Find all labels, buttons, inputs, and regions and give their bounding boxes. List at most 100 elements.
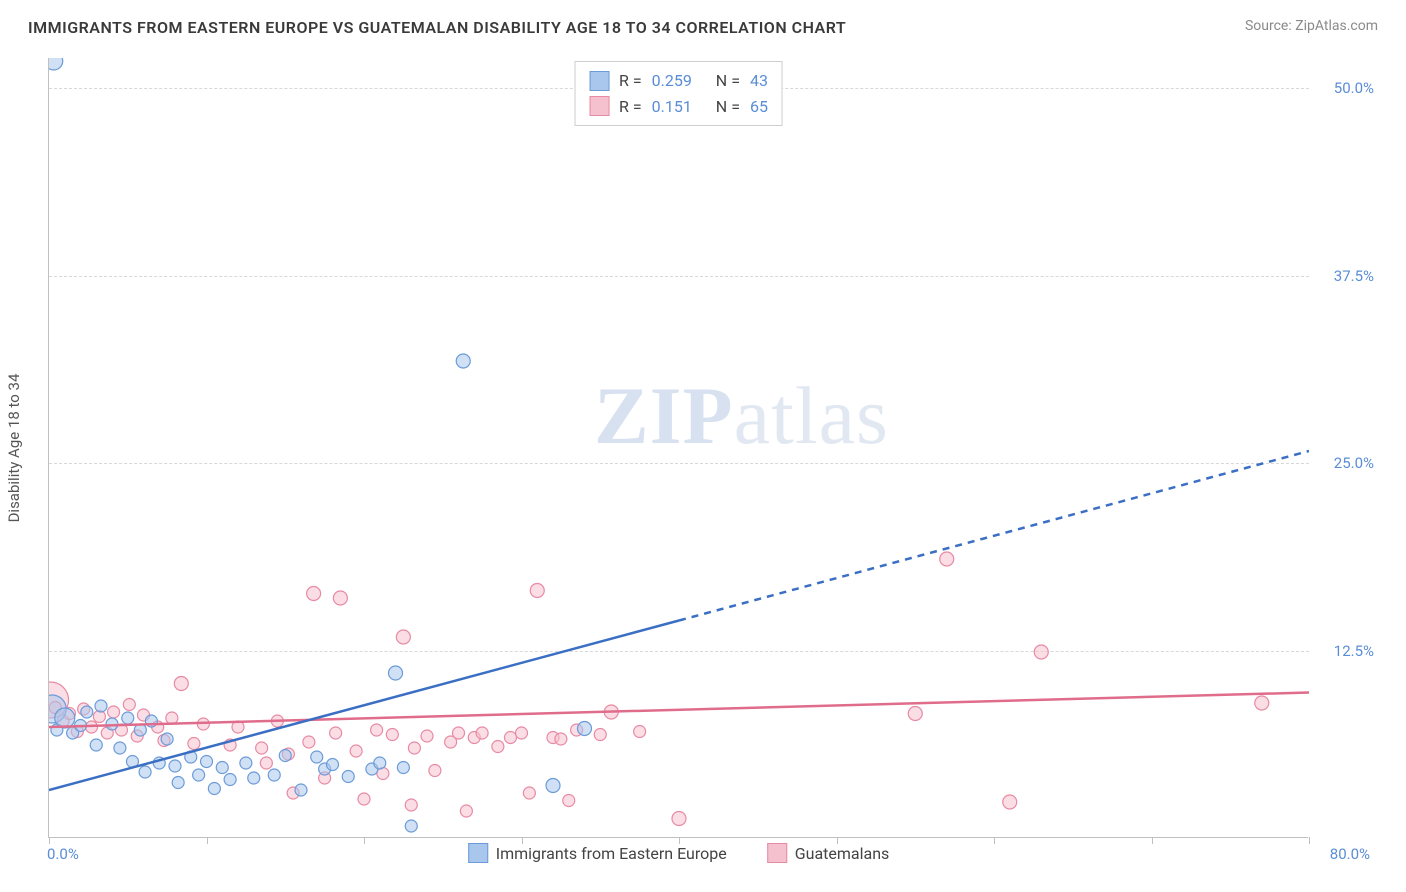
scatter-point	[504, 732, 516, 744]
scatter-point	[260, 757, 272, 769]
x-tick-mark	[1152, 837, 1153, 844]
scatter-point	[546, 779, 560, 793]
scatter-point	[49, 58, 63, 70]
scatter-point	[374, 757, 386, 769]
scatter-point	[530, 584, 544, 598]
scatter-point	[307, 587, 321, 601]
scatter-point	[476, 727, 488, 739]
scatter-point	[396, 630, 410, 644]
scatter-point	[594, 729, 606, 741]
scatter-point	[161, 733, 173, 745]
scatter-point	[523, 787, 535, 799]
r-value-b: 0.151	[652, 94, 692, 120]
legend-row-a: R = 0.259 N = 43	[589, 68, 768, 94]
scatter-point	[342, 771, 354, 783]
scatter-point	[295, 784, 307, 796]
scatter-point	[256, 742, 268, 754]
swatch-series-b	[767, 843, 787, 863]
correlation-legend: R = 0.259 N = 43 R = 0.151 N = 65	[574, 61, 783, 126]
scatter-point	[108, 706, 120, 718]
scatter-point	[193, 769, 205, 781]
series-a-label: Immigrants from Eastern Europe	[496, 844, 727, 863]
n-value-b: 65	[750, 94, 768, 120]
scatter-point	[1034, 645, 1048, 659]
scatter-point	[208, 783, 220, 795]
scatter-point	[405, 820, 417, 832]
scatter-point	[122, 712, 134, 724]
scatter-point	[330, 727, 342, 739]
regression-line	[49, 693, 1309, 728]
scatter-point	[408, 742, 420, 754]
scatter-point	[174, 677, 188, 691]
r-label: R =	[619, 68, 642, 94]
n-value-a: 43	[750, 68, 768, 94]
scatter-point	[456, 354, 470, 368]
regression-line	[49, 621, 679, 791]
x-tick-mark	[994, 837, 995, 844]
scatter-point	[333, 591, 347, 605]
scatter-point	[248, 772, 260, 784]
y-tick-label: 37.5%	[1334, 267, 1374, 285]
scatter-point	[389, 666, 403, 680]
title-bar: IMMIGRANTS FROM EASTERN EUROPE VS GUATEM…	[0, 0, 1406, 45]
scatter-point	[55, 708, 75, 728]
chart-title: IMMIGRANTS FROM EASTERN EUROPE VS GUATEM…	[28, 18, 846, 37]
scatter-point	[327, 759, 339, 771]
scatter-point	[1255, 696, 1269, 710]
y-tick-label: 25.0%	[1334, 454, 1374, 472]
x-tick-mark	[207, 837, 208, 844]
scatter-point	[114, 742, 126, 754]
scatter-svg	[49, 58, 1309, 838]
series-b-label: Guatemalans	[795, 844, 890, 863]
scatter-point	[634, 726, 646, 738]
scatter-point	[350, 745, 362, 757]
scatter-point	[405, 799, 417, 811]
scatter-point	[453, 727, 465, 739]
scatter-point	[90, 739, 102, 751]
scatter-point	[421, 730, 433, 742]
scatter-point	[578, 722, 592, 736]
n-label: N =	[716, 68, 740, 94]
scatter-point	[95, 700, 107, 712]
y-tick-label: 50.0%	[1334, 79, 1374, 97]
swatch-series-a	[468, 843, 488, 863]
x-tick-mark	[364, 837, 365, 844]
scatter-point	[123, 699, 135, 711]
source-label: Source: ZipAtlas.com	[1245, 18, 1378, 34]
scatter-point	[311, 751, 323, 763]
x-tick-mark	[1309, 837, 1310, 844]
swatch-series-a	[589, 71, 609, 91]
regression-line	[679, 451, 1309, 621]
scatter-point	[358, 793, 370, 805]
scatter-point	[268, 769, 280, 781]
scatter-point	[940, 552, 954, 566]
scatter-point	[563, 795, 575, 807]
x-axis-min-label: 0.0%	[47, 845, 79, 863]
r-value-a: 0.259	[652, 68, 692, 94]
plot-area: ZIPatlas 12.5%25.0%37.5%50.0% R = 0.259 …	[48, 58, 1308, 838]
n-label: N =	[716, 94, 740, 120]
source-name: ZipAtlas.com	[1295, 18, 1378, 34]
source-prefix: Source:	[1245, 18, 1295, 34]
scatter-point	[672, 812, 686, 826]
scatter-point	[201, 756, 213, 768]
legend-item-b: Guatemalans	[767, 843, 890, 863]
scatter-point	[371, 724, 383, 736]
scatter-point	[224, 774, 236, 786]
scatter-point	[492, 741, 504, 753]
scatter-point	[216, 762, 228, 774]
plot-wrap: Disability Age 18 to 34 ZIPatlas 12.5%25…	[48, 58, 1378, 838]
scatter-point	[172, 777, 184, 789]
scatter-point	[279, 750, 291, 762]
legend-item-a: Immigrants from Eastern Europe	[468, 843, 727, 863]
scatter-point	[1003, 795, 1017, 809]
scatter-point	[429, 765, 441, 777]
legend-row-b: R = 0.151 N = 65	[589, 94, 768, 120]
scatter-point	[240, 757, 252, 769]
scatter-point	[166, 712, 178, 724]
x-axis-max-label: 80.0%	[1330, 845, 1370, 863]
scatter-point	[188, 738, 200, 750]
scatter-point	[81, 706, 93, 718]
scatter-point	[555, 733, 567, 745]
series-legend: Immigrants from Eastern Europe Guatemala…	[468, 843, 890, 863]
